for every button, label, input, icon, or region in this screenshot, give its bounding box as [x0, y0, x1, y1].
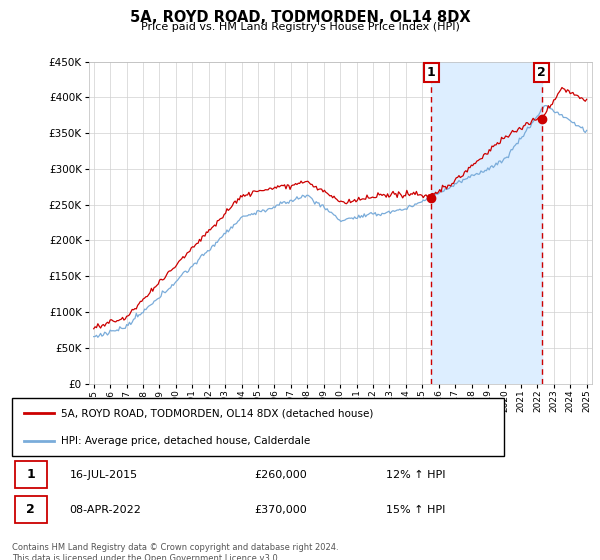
Text: Contains HM Land Registry data © Crown copyright and database right 2024.
This d: Contains HM Land Registry data © Crown c…	[12, 543, 338, 560]
Text: 16-JUL-2015: 16-JUL-2015	[70, 470, 138, 479]
Text: Price paid vs. HM Land Registry's House Price Index (HPI): Price paid vs. HM Land Registry's House …	[140, 22, 460, 32]
Bar	[431, 62, 542, 384]
Text: 2: 2	[26, 503, 35, 516]
Text: 5A, ROYD ROAD, TODMORDEN, OL14 8DX (detached house): 5A, ROYD ROAD, TODMORDEN, OL14 8DX (deta…	[61, 408, 374, 418]
Text: £260,000: £260,000	[254, 470, 307, 479]
Text: 2: 2	[538, 66, 546, 79]
Text: 1: 1	[26, 468, 35, 481]
Text: HPI: Average price, detached house, Calderdale: HPI: Average price, detached house, Cald…	[61, 436, 310, 446]
FancyBboxPatch shape	[15, 496, 47, 523]
Text: 1: 1	[427, 66, 436, 79]
FancyBboxPatch shape	[15, 461, 47, 488]
Text: £370,000: £370,000	[254, 505, 307, 515]
Text: 08-APR-2022: 08-APR-2022	[70, 505, 142, 515]
FancyBboxPatch shape	[12, 398, 504, 456]
Text: 5A, ROYD ROAD, TODMORDEN, OL14 8DX: 5A, ROYD ROAD, TODMORDEN, OL14 8DX	[130, 10, 470, 25]
Text: 15% ↑ HPI: 15% ↑ HPI	[386, 505, 446, 515]
Text: 12% ↑ HPI: 12% ↑ HPI	[386, 470, 446, 479]
